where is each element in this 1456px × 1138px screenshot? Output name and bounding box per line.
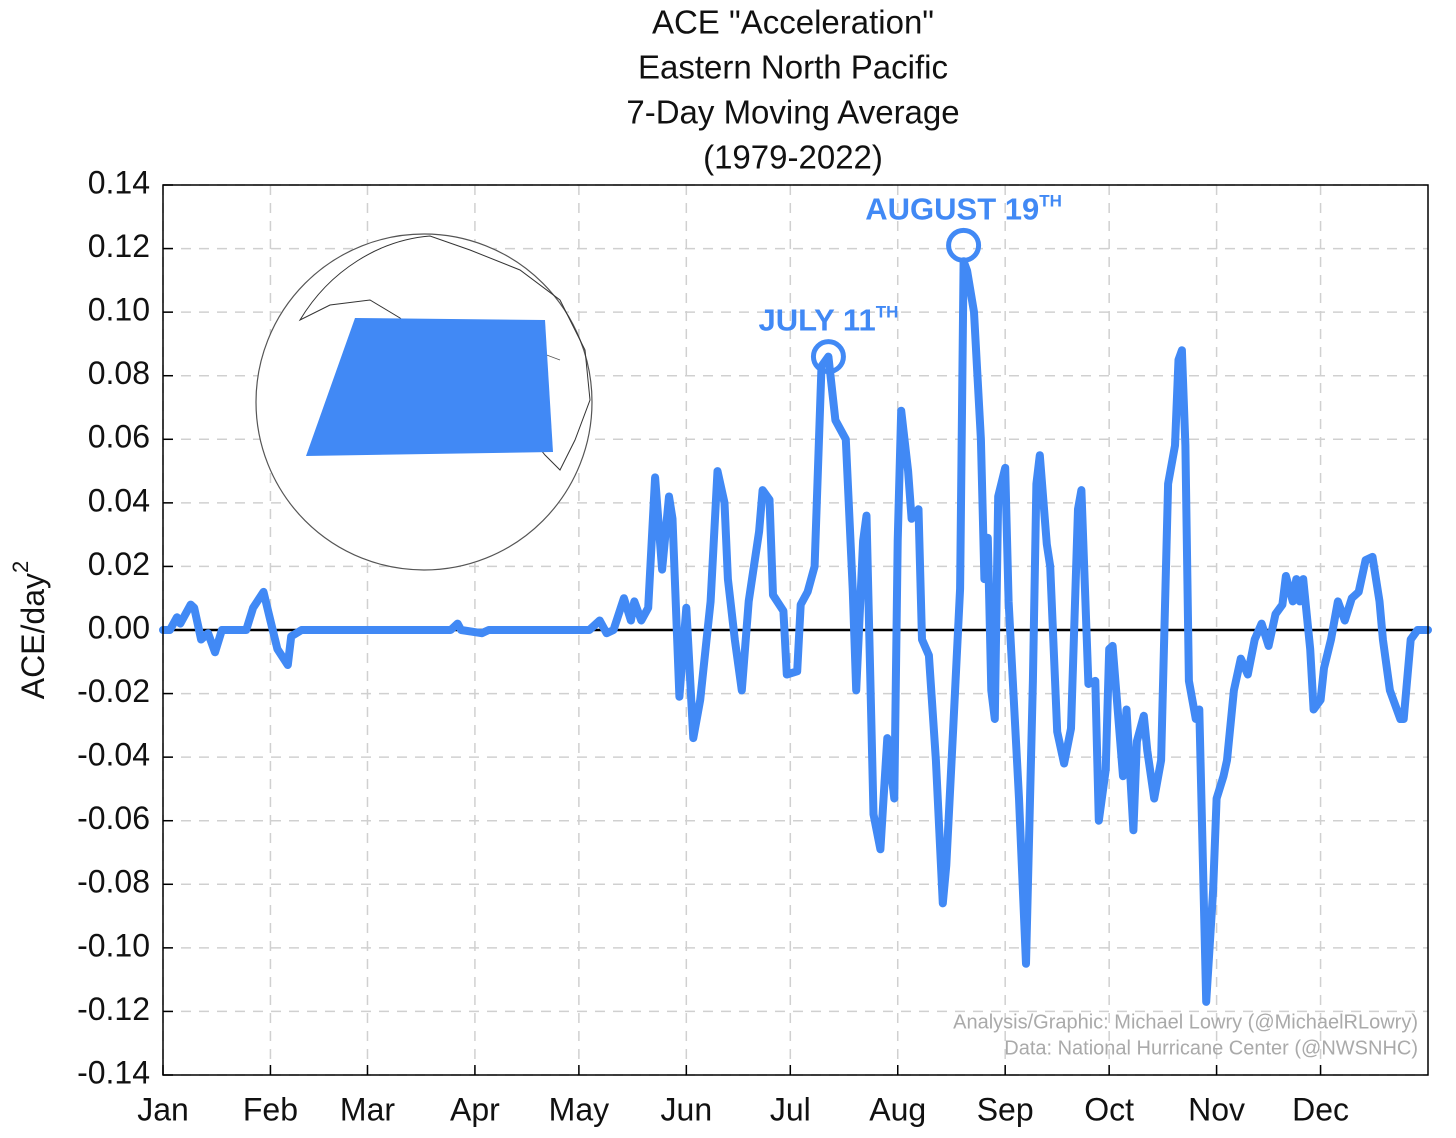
titles: ACE "Acceleration" Eastern North Pacific 7…: [77, 4, 1418, 1128]
x-tick-label: Nov: [1188, 1091, 1245, 1127]
y-tick-label: 0.04: [88, 482, 150, 518]
y-tick-label: 0.14: [88, 164, 150, 200]
x-tick-label: Jan: [137, 1091, 189, 1127]
x-tick-label: Sep: [977, 1091, 1034, 1127]
y-axis-label-text: ACE/day: [15, 573, 51, 699]
region-polygon: [306, 318, 553, 456]
y-tick-label: -0.06: [77, 800, 150, 836]
y-tick-label: -0.10: [77, 927, 150, 963]
y-tick-label: -0.04: [77, 737, 150, 773]
y-tick-label: 0.00: [88, 609, 150, 645]
x-tick-label: Oct: [1084, 1091, 1134, 1127]
chart-title-line: ACE "Acceleration": [652, 4, 934, 41]
annotation-circle: [946, 227, 982, 263]
annotation-superscript: TH: [1039, 192, 1062, 211]
x-tick-label: Aug: [869, 1091, 926, 1127]
y-axis-label: ACE/day2: [8, 561, 52, 700]
chart-title-line: Eastern North Pacific: [638, 49, 948, 86]
globe-inset: [255, 233, 593, 571]
plot-frame: [162, 184, 1429, 1076]
x-tick-label: Mar: [340, 1091, 395, 1127]
x-tick-label: Apr: [450, 1091, 500, 1127]
annotation-superscript: TH: [876, 303, 899, 322]
x-tick-label: Jul: [770, 1091, 811, 1127]
x-tick-label: Dec: [1292, 1091, 1349, 1127]
y-tick-label: 0.06: [88, 419, 150, 455]
y-tick-label: 0.08: [88, 355, 150, 391]
annotation-text: AUGUST 19: [865, 192, 1039, 227]
x-tick-label: Feb: [243, 1091, 298, 1127]
y-tick-label: -0.08: [77, 864, 150, 900]
y-tick-label: 0.10: [88, 292, 150, 328]
chart-title-line: (1979-2022): [703, 139, 883, 176]
annotation-label: AUGUST 19TH: [865, 192, 1062, 227]
y-tick-label: 0.02: [88, 546, 150, 582]
y-tick-label: 0.12: [88, 228, 150, 264]
credit-line: Analysis/Graphic: Michael Lowry (@Michae…: [953, 1011, 1418, 1033]
annotation-circle: [810, 339, 846, 375]
y-tick-label: -0.14: [77, 1054, 150, 1090]
chart-title-line: 7-Day Moving Average: [626, 94, 959, 131]
y-axis-label-superscript: 2: [8, 561, 33, 573]
annotation-label: JULY 11TH: [758, 303, 898, 338]
y-tick-label: -0.12: [77, 991, 150, 1027]
y-tick-label: -0.02: [77, 673, 150, 709]
x-tick-label: Jun: [661, 1091, 713, 1127]
annotation-text: JULY 11: [758, 303, 875, 338]
credit-line: Data: National Hurricane Center (@NWSNHC…: [1004, 1037, 1418, 1059]
x-tick-label: May: [549, 1091, 609, 1127]
